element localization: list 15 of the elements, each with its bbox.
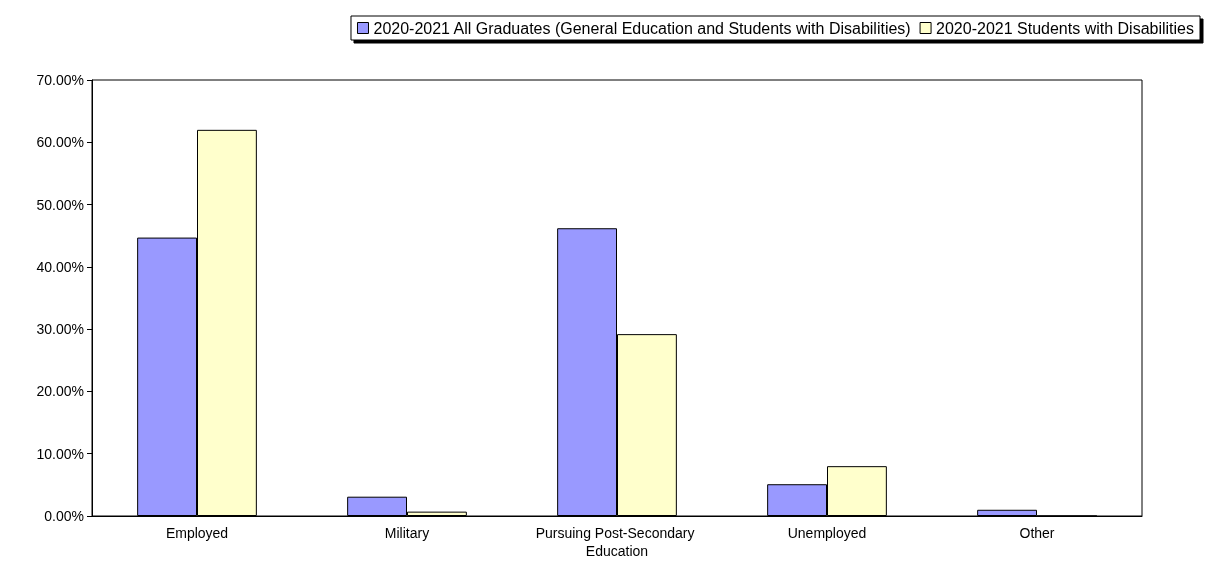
legend-label: 2020-2021 Students with Disabilities	[936, 19, 1195, 37]
y-tick-label: 70.00%	[36, 72, 84, 88]
y-tick-label: 30.00%	[36, 321, 84, 338]
y-tick-label: 10.00%	[36, 445, 84, 462]
y-tick-label: 0.00%	[44, 508, 84, 524]
y-tick-label: 50.00%	[36, 196, 84, 213]
x-tick-label: Employed	[165, 525, 229, 541]
y-tick-label: 20.00%	[36, 383, 84, 400]
y-tick-label: 40.00%	[36, 258, 84, 275]
y-tick-label: 60.00%	[36, 134, 84, 151]
x-tick-label: Pursuing Post-Secondary Education	[535, 525, 699, 559]
x-tick-label: Military	[384, 525, 430, 541]
legend-label: 2020-2021 All Graduates (General Education and Students with Disabilities)	[373, 19, 911, 37]
x-tick-label: Other	[1019, 525, 1055, 541]
x-tick-label: Unemployed	[787, 525, 867, 541]
